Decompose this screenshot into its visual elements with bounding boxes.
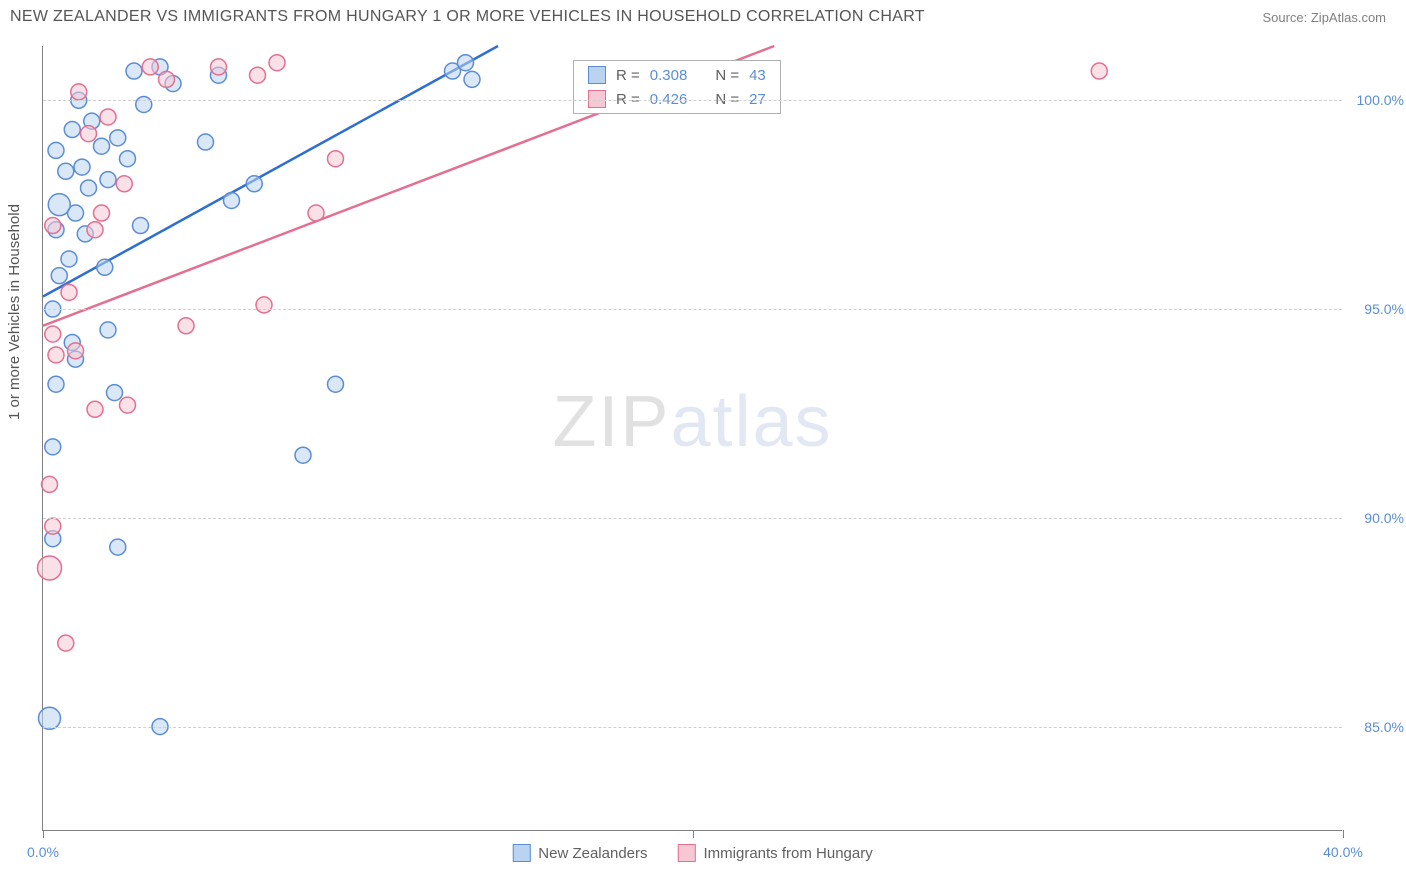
- data-point: [81, 180, 97, 196]
- data-point: [120, 151, 136, 167]
- x-tick-mark: [1343, 830, 1344, 838]
- chart-svg: [43, 46, 1342, 830]
- x-tick-mark: [43, 830, 44, 838]
- data-point: [308, 205, 324, 221]
- data-point: [211, 59, 227, 75]
- legend-item-hu: Immigrants from Hungary: [678, 844, 873, 862]
- swatch-nz: [588, 66, 606, 84]
- data-point: [100, 172, 116, 188]
- data-point: [178, 318, 194, 334]
- y-axis-label: 1 or more Vehicles in Household: [6, 204, 23, 420]
- data-point: [295, 447, 311, 463]
- data-point: [45, 218, 61, 234]
- data-point: [58, 163, 74, 179]
- data-point: [126, 63, 142, 79]
- data-point: [51, 268, 67, 284]
- swatch-hu: [588, 90, 606, 108]
- data-point: [94, 138, 110, 154]
- swatch-hu-icon: [678, 844, 696, 862]
- data-point: [48, 376, 64, 392]
- data-point: [120, 397, 136, 413]
- data-point: [250, 67, 266, 83]
- data-point: [48, 142, 64, 158]
- data-point: [224, 192, 240, 208]
- stats-legend: R = 0.308 N = 43 R = 0.426 N = 27: [573, 60, 781, 114]
- data-point: [38, 556, 62, 580]
- data-point: [94, 205, 110, 221]
- chart-title: NEW ZEALANDER VS IMMIGRANTS FROM HUNGARY…: [10, 8, 925, 26]
- data-point: [45, 439, 61, 455]
- data-point: [58, 635, 74, 651]
- title-bar: NEW ZEALANDER VS IMMIGRANTS FROM HUNGARY…: [0, 0, 1406, 30]
- data-point: [81, 126, 97, 142]
- bottom-legend: New Zealanders Immigrants from Hungary: [512, 844, 872, 862]
- data-point: [328, 376, 344, 392]
- data-point: [110, 539, 126, 555]
- swatch-nz-icon: [512, 844, 530, 862]
- data-point: [100, 109, 116, 125]
- data-point: [159, 71, 175, 87]
- y-tick-label: 100.0%: [1357, 92, 1404, 108]
- x-tick-mark: [693, 830, 694, 838]
- data-point: [116, 176, 132, 192]
- data-point: [48, 194, 70, 216]
- stats-row-hu: R = 0.426 N = 27: [574, 87, 780, 111]
- source-attribution: Source: ZipAtlas.com: [1262, 10, 1386, 25]
- plot-area: ZIPatlas R = 0.308 N = 43 R = 0.426 N = …: [42, 46, 1342, 831]
- data-point: [45, 518, 61, 534]
- data-point: [61, 284, 77, 300]
- y-tick-label: 95.0%: [1364, 301, 1404, 317]
- data-point: [74, 159, 90, 175]
- data-point: [328, 151, 344, 167]
- data-point: [71, 84, 87, 100]
- data-point: [142, 59, 158, 75]
- data-point: [256, 297, 272, 313]
- data-point: [458, 55, 474, 71]
- gridline-h: [43, 309, 1342, 310]
- data-point: [61, 251, 77, 267]
- data-point: [464, 71, 480, 87]
- data-point: [45, 326, 61, 342]
- data-point: [87, 222, 103, 238]
- data-point: [269, 55, 285, 71]
- y-tick-label: 90.0%: [1364, 510, 1404, 526]
- data-point: [1091, 63, 1107, 79]
- gridline-h: [43, 100, 1342, 101]
- y-tick-label: 85.0%: [1364, 719, 1404, 735]
- data-point: [110, 130, 126, 146]
- legend-item-nz: New Zealanders: [512, 844, 647, 862]
- gridline-h: [43, 727, 1342, 728]
- trend-line: [43, 46, 498, 297]
- data-point: [68, 343, 84, 359]
- data-point: [246, 176, 262, 192]
- x-tick-label: 0.0%: [27, 844, 59, 860]
- data-point: [133, 218, 149, 234]
- data-point: [107, 385, 123, 401]
- data-point: [136, 96, 152, 112]
- data-point: [48, 347, 64, 363]
- data-point: [64, 122, 80, 138]
- data-point: [87, 401, 103, 417]
- data-point: [198, 134, 214, 150]
- data-point: [100, 322, 116, 338]
- gridline-h: [43, 518, 1342, 519]
- data-point: [42, 476, 58, 492]
- data-point: [97, 259, 113, 275]
- stats-row-nz: R = 0.308 N = 43: [574, 63, 780, 87]
- x-tick-label: 40.0%: [1323, 844, 1363, 860]
